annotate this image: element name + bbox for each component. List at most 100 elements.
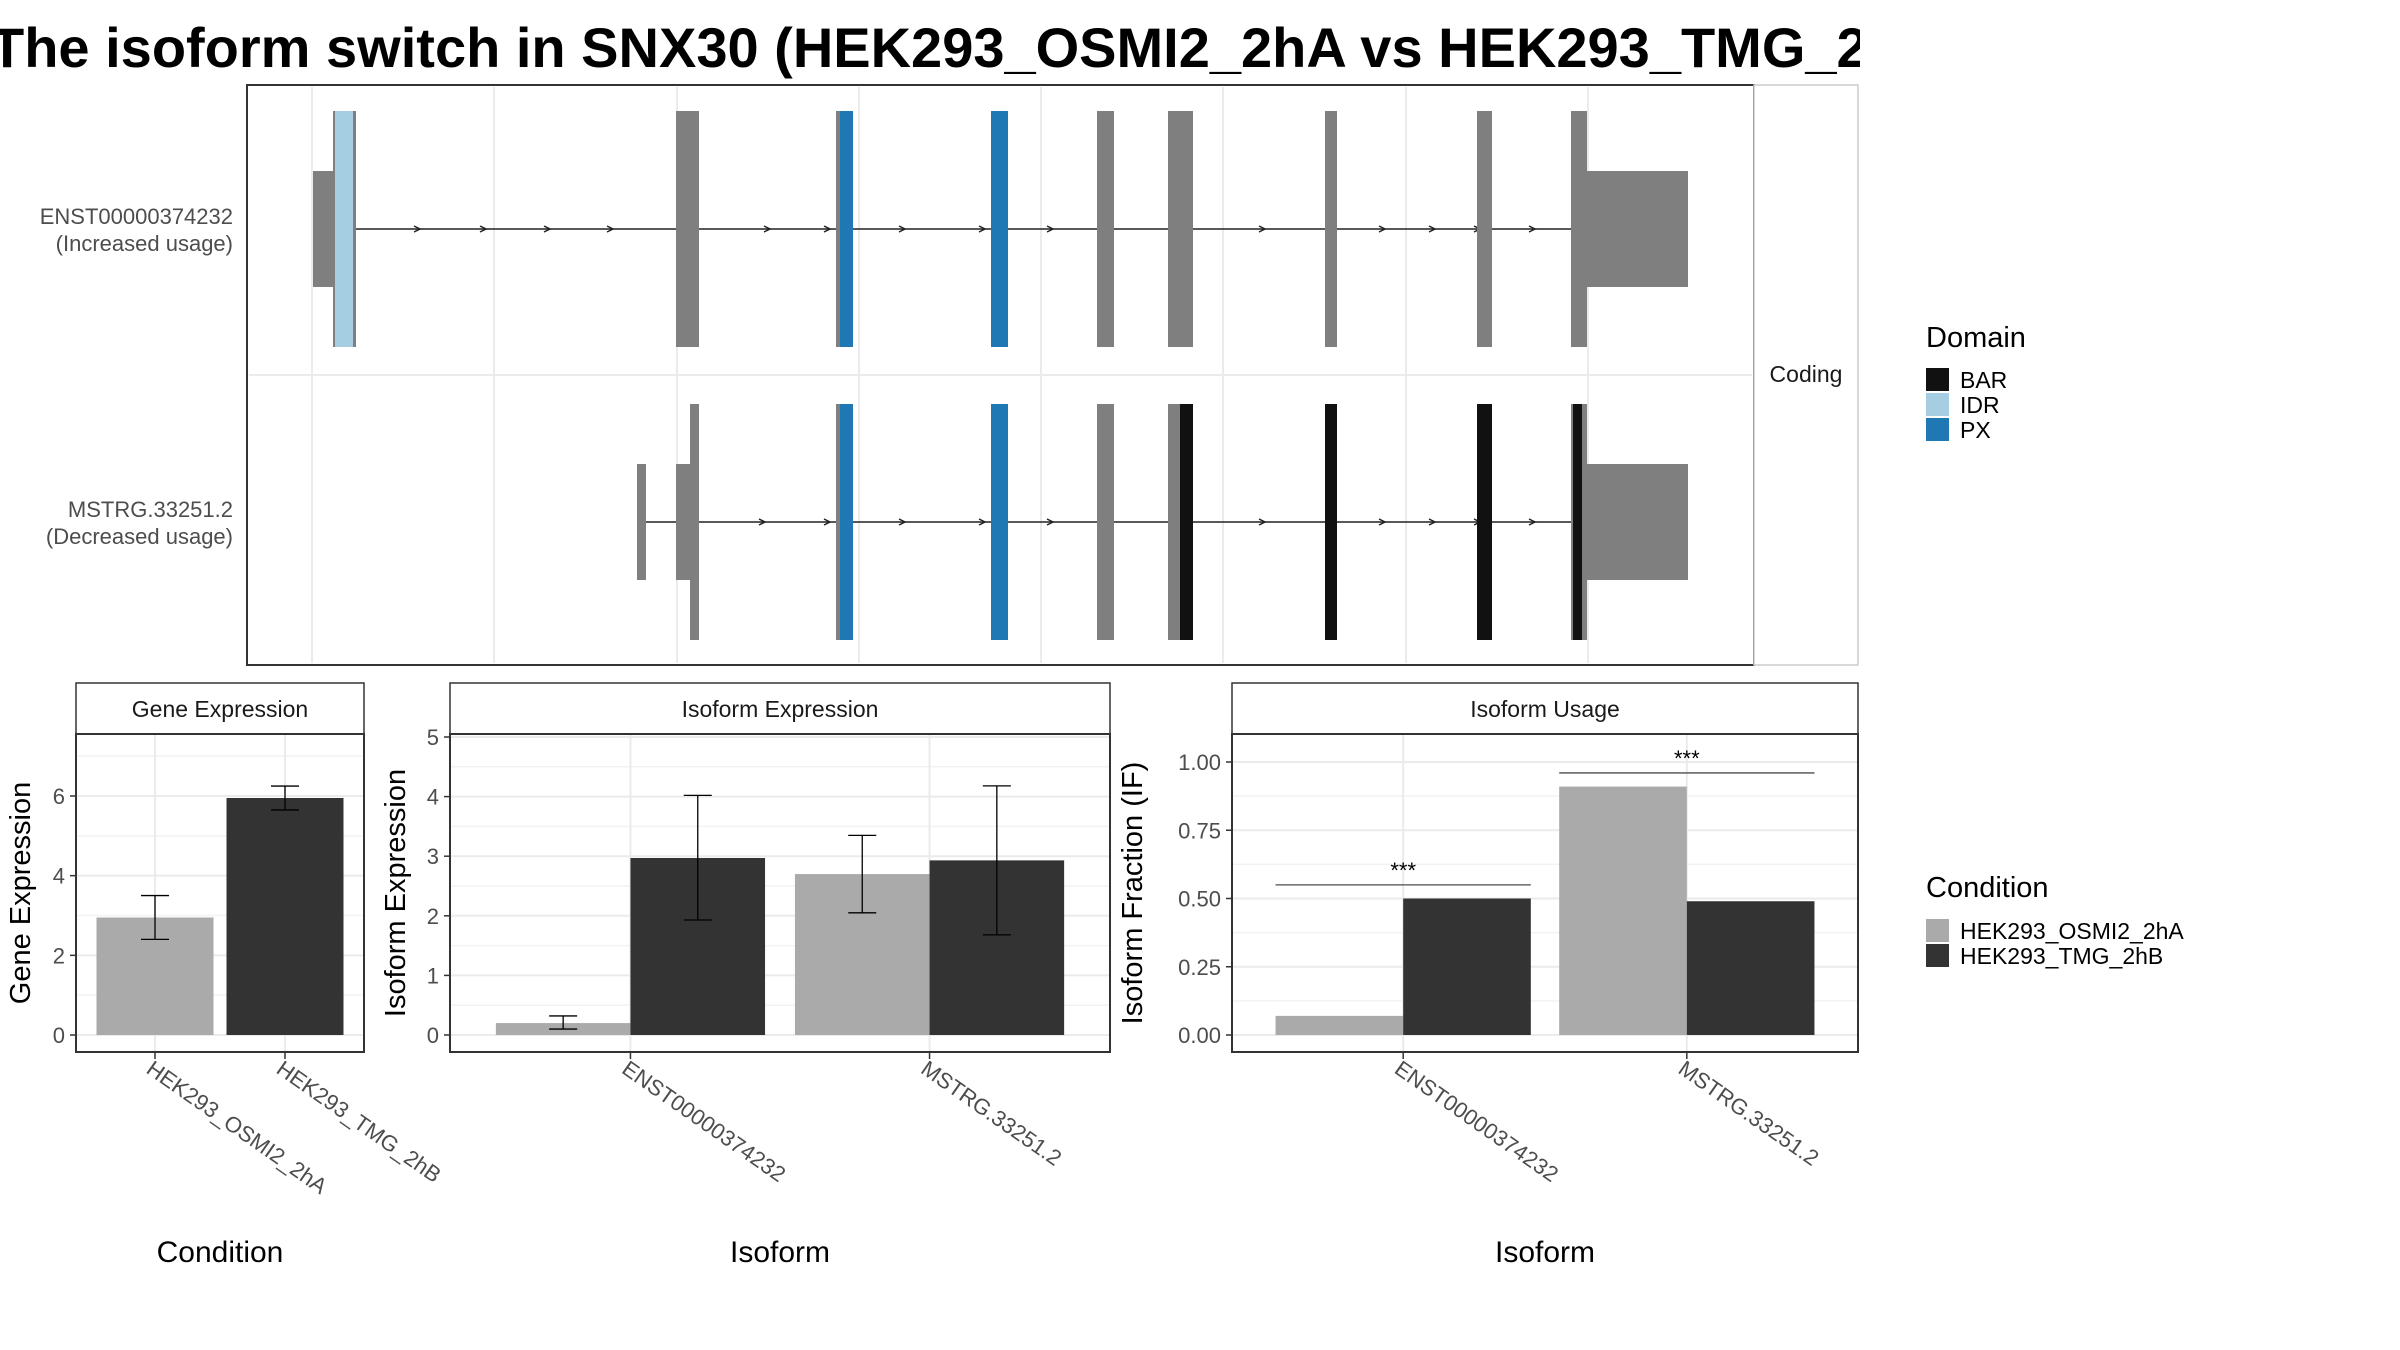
isoform-usage-panel: Isoform Usage 0.00 0.25 0.50 0.75 1.00 ENST00… [1117, 682, 1859, 1269]
bar [1686, 901, 1815, 1035]
isoform-usage-border [1231, 733, 1859, 1053]
strand-arrow [1046, 225, 1055, 233]
strand-arrow [1258, 225, 1267, 233]
strand-arrow [479, 225, 488, 233]
strand-arrow [1528, 225, 1537, 233]
domain-px [840, 111, 853, 347]
strand-arrow [978, 225, 987, 233]
domain-px [991, 111, 1008, 347]
transcript-structure-1 [313, 111, 1688, 347]
bar [226, 797, 344, 1035]
facet-strip-label: Coding [1770, 361, 1843, 387]
gene-expression-panel-title: Gene Expression [132, 696, 308, 722]
strand-arrow [978, 518, 987, 526]
strand-arrow [543, 225, 552, 233]
significance-label: *** [1674, 746, 1700, 771]
strand-arrow [1046, 518, 1055, 526]
isoform-usage-plot: 0.00 0.25 0.50 0.75 1.00 ENST00000374232 MSTRG… [1178, 734, 1857, 1187]
legend-key-idr [1926, 393, 1949, 416]
strand-arrow [1528, 518, 1537, 526]
exon [1325, 111, 1337, 347]
isoform-expression-panel: Isoform Expression 0 1 2 3 4 5 ENST00000374232… [380, 682, 1111, 1269]
strand-arrow [606, 225, 615, 233]
transcript-usage-2: (Decreased usage) [46, 524, 233, 549]
legend-key-bar [1926, 368, 1949, 391]
domain-bar [1573, 404, 1582, 640]
bar [1559, 786, 1687, 1035]
exon [1571, 111, 1587, 347]
y-tick-label: 4 [427, 785, 439, 810]
y-tick-label: 1 [427, 963, 439, 988]
transcript-structure-2 [637, 404, 1688, 640]
isoform-usage-panel-title: Isoform Usage [1470, 696, 1620, 722]
domain-legend-title: Domain [1926, 322, 2026, 354]
exon-utr [313, 171, 336, 287]
exon [1097, 111, 1114, 347]
legend-label-idr: IDR [1960, 392, 2000, 418]
y-tick-label: 2 [427, 904, 439, 929]
facet-strip [1753, 84, 1859, 666]
legend-key-px [1926, 418, 1949, 441]
domain-legend: Domain BAR IDR PX [1926, 322, 2026, 443]
transcript-usage-1: (Increased usage) [56, 231, 233, 256]
exon-utr [1583, 171, 1688, 287]
x-tick-label: MSTRG.33251.2 [917, 1056, 1067, 1171]
y-tick-label: 0.25 [1178, 955, 1221, 980]
isoform-usage-ylabel: Isoform Fraction (IF) [1117, 762, 1149, 1025]
y-tick-label: 0.75 [1178, 818, 1221, 843]
strand-arrow [1428, 518, 1437, 526]
isoform-expression-plot: 0 1 2 3 4 5 ENST00000374232 MSTRG.33251.2 [427, 725, 1109, 1187]
strand-arrow [1378, 518, 1387, 526]
isoform-expression-border [449, 733, 1111, 1053]
y-tick-label: 1.00 [1178, 750, 1221, 775]
domain-bar [1180, 404, 1193, 640]
page-title: The isoform switch in SNX30 (HEK293_OSMI… [0, 16, 1860, 79]
domain-idr [335, 111, 353, 347]
transcript-id-1: ENST00000374232 [40, 204, 233, 229]
strand-arrow [898, 518, 907, 526]
condition-legend-label-b: HEK293_TMG_2hB [1960, 943, 2163, 969]
isoform-usage-xlabel: Isoform [1495, 1236, 1595, 1269]
structure-transcripts [313, 111, 1688, 640]
x-tick-label: MSTRG.33251.2 [1674, 1056, 1824, 1171]
exon [1477, 111, 1492, 347]
strand-arrow [823, 518, 832, 526]
condition-legend-key-b [1926, 944, 1949, 967]
domain-bar [1477, 404, 1492, 640]
exon [690, 404, 699, 640]
domain-bar [1325, 404, 1337, 640]
strand-arrow [898, 225, 907, 233]
condition-legend: Condition HEK293_OSMI2_2hA HEK293_TMG_2h… [1926, 872, 2184, 969]
strand-arrow [758, 518, 767, 526]
y-tick-label: 3 [427, 844, 439, 869]
isoform-expression-strip [449, 682, 1111, 735]
strand-arrow [1428, 225, 1437, 233]
x-tick-label: ENST00000374232 [1390, 1056, 1563, 1187]
structure-panel: Coding ENST00000374232 (Increased usage)… [40, 84, 2026, 666]
isoform-usage-strip [1231, 682, 1859, 735]
exon [1168, 111, 1193, 347]
strand-arrow [763, 225, 772, 233]
gene-expression-strip [75, 682, 365, 735]
isoform-expression-xlabel: Isoform [730, 1236, 830, 1269]
y-tick-label: 2 [53, 943, 65, 968]
isoform-expression-panel-title: Isoform Expression [682, 696, 879, 722]
strand-arrow [1258, 518, 1267, 526]
domain-px [991, 404, 1008, 640]
gene-expression-xlabel: Condition [157, 1236, 284, 1269]
exon-utr [1583, 464, 1688, 580]
y-tick-label: 0.00 [1178, 1023, 1221, 1048]
gene-expression-ylabel: Gene Expression [5, 782, 37, 1004]
transcript-id-2: MSTRG.33251.2 [68, 497, 233, 522]
y-tick-label: 5 [427, 725, 439, 750]
condition-legend-key-a [1926, 919, 1949, 942]
isoform-expression-ylabel: Isoform Expression [380, 769, 412, 1017]
gene-expression-border [75, 733, 365, 1053]
domain-px [840, 404, 853, 640]
y-tick-label: 6 [53, 784, 65, 809]
condition-legend-label-a: HEK293_OSMI2_2hA [1960, 918, 2184, 944]
y-tick-label: 0 [53, 1023, 65, 1048]
x-tick-label: ENST00000374232 [618, 1056, 791, 1187]
y-tick-label: 0.50 [1178, 887, 1221, 912]
